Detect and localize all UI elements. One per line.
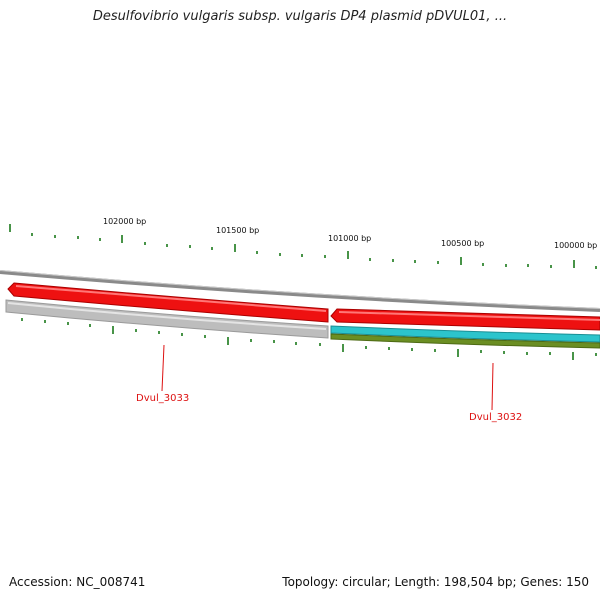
cds-feature-band[interactable] [330,325,600,343]
gene-label-dvul-3032[interactable]: Dvul_3032 [469,412,522,423]
gene-label-dvul-3033[interactable]: Dvul_3033 [136,393,189,404]
gene-dvul-3033-shine [15,285,327,312]
upper-minor-ticks [9,224,597,269]
lower-ruler [21,318,597,360]
ruler-label: 100500 bp [441,239,484,248]
ruler-label: 101000 bp [328,234,371,243]
ruler-label: 100000 bp [554,241,597,250]
accession-text: Accession: NC_008741 [9,575,146,589]
gene-dvul-3032-shine [338,311,600,321]
map-title: Desulfovibrio vulgaris subsp. vulgaris D… [92,9,508,24]
ruler-label: 101500 bp [216,226,259,235]
backbone-arc [0,270,600,312]
gene-dvul-3032-leader [491,362,494,411]
topology-summary-text: Topology: circular; Length: 198,504 bp; … [282,575,589,589]
upper-ruler: 102000 bp 101500 bp 101000 bp 100500 bp … [9,217,597,269]
ruler-label: 102000 bp [103,217,146,226]
gene-dvul-3033-leader [161,344,165,392]
backbone-arc-highlight [0,270,600,309]
rna-feature-band[interactable] [330,333,600,349]
pseudo-feature-shine [7,302,327,330]
